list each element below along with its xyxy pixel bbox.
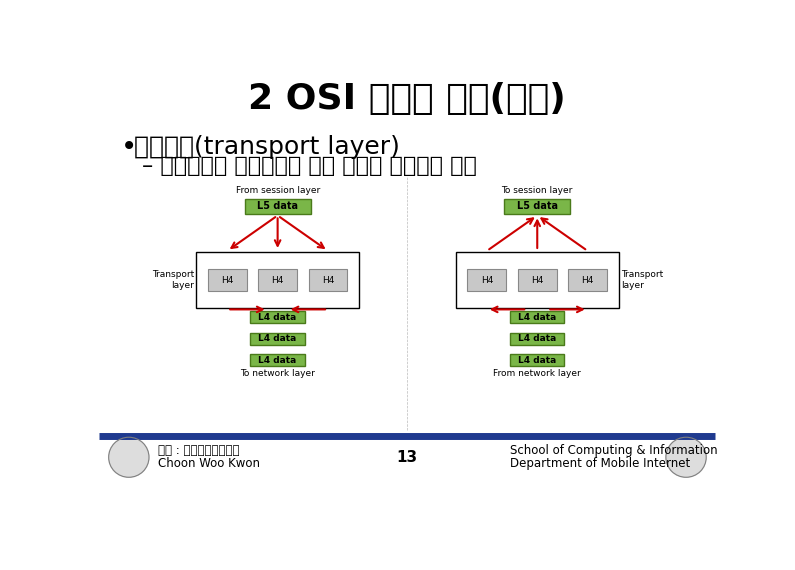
Text: Transport: Transport — [152, 270, 194, 279]
FancyBboxPatch shape — [250, 332, 304, 345]
Text: H4: H4 — [531, 276, 544, 284]
Text: 전송계층(transport layer): 전송계층(transport layer) — [134, 135, 400, 159]
Text: L4 data: L4 data — [258, 334, 297, 343]
FancyBboxPatch shape — [207, 270, 246, 291]
Circle shape — [666, 437, 706, 477]
Text: 13: 13 — [397, 450, 417, 465]
FancyBboxPatch shape — [510, 354, 564, 367]
Text: L5 data: L5 data — [257, 201, 298, 211]
Text: H4: H4 — [271, 276, 284, 284]
FancyBboxPatch shape — [467, 270, 506, 291]
FancyBboxPatch shape — [504, 198, 570, 214]
Text: To session layer: To session layer — [502, 186, 573, 195]
Text: H4: H4 — [581, 276, 594, 284]
FancyBboxPatch shape — [518, 270, 556, 291]
Text: L4 data: L4 data — [258, 356, 297, 365]
FancyBboxPatch shape — [250, 311, 304, 323]
Text: layer: layer — [621, 281, 644, 290]
Text: – 발신지에서 목적지까지 전체 메시지 전달기능 제공: – 발신지에서 목적지까지 전체 메시지 전달기능 제공 — [142, 156, 477, 176]
Text: L4 data: L4 data — [518, 334, 556, 343]
Text: From session layer: From session layer — [235, 186, 320, 195]
Text: Choon Woo Kwon: Choon Woo Kwon — [157, 457, 259, 470]
Text: H4: H4 — [221, 276, 234, 284]
FancyBboxPatch shape — [510, 332, 564, 345]
FancyBboxPatch shape — [258, 270, 297, 291]
FancyBboxPatch shape — [245, 198, 311, 214]
Text: H4: H4 — [481, 276, 493, 284]
Text: Transport: Transport — [621, 270, 663, 279]
Circle shape — [109, 437, 149, 477]
Text: School of Computing & Information: School of Computing & Information — [510, 444, 718, 457]
FancyBboxPatch shape — [456, 253, 619, 308]
Text: Department of Mobile Internet: Department of Mobile Internet — [510, 457, 690, 470]
Text: L4 data: L4 data — [518, 356, 556, 365]
FancyBboxPatch shape — [308, 270, 347, 291]
Text: To network layer: To network layer — [240, 369, 315, 378]
Text: From network layer: From network layer — [494, 369, 581, 378]
Text: layer: layer — [171, 281, 194, 290]
Text: H4: H4 — [322, 276, 334, 284]
FancyBboxPatch shape — [510, 311, 564, 323]
Text: 강좌 : 모바일인터넷기초: 강좌 : 모바일인터넷기초 — [157, 444, 239, 457]
Text: 2 OSI 모델의 계층(계속): 2 OSI 모델의 계층(계속) — [248, 82, 566, 116]
Text: L4 data: L4 data — [258, 312, 297, 321]
FancyBboxPatch shape — [250, 354, 304, 367]
Text: •: • — [121, 133, 138, 161]
Text: L5 data: L5 data — [517, 201, 558, 211]
FancyBboxPatch shape — [568, 270, 607, 291]
Text: L4 data: L4 data — [518, 312, 556, 321]
FancyBboxPatch shape — [196, 253, 359, 308]
